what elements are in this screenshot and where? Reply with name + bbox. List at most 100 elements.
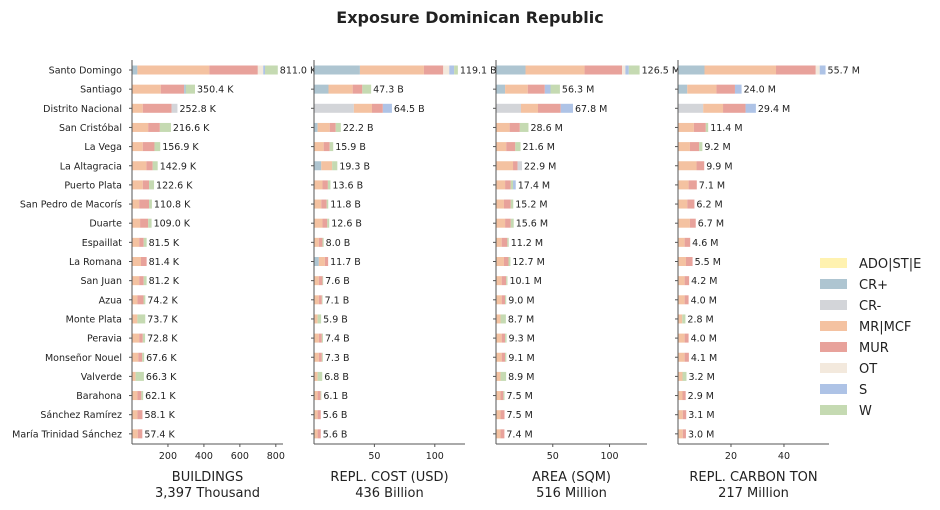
value-label: 29.4 M bbox=[758, 104, 790, 115]
bar-segment bbox=[324, 257, 329, 266]
bar-segment bbox=[496, 333, 502, 343]
value-label: 74.2 K bbox=[147, 295, 178, 306]
province-label: La Romana bbox=[69, 257, 122, 268]
province-label: Santiago bbox=[80, 85, 122, 96]
value-label: 4.6 M bbox=[692, 238, 718, 249]
value-label: 216.6 K bbox=[173, 123, 210, 134]
bar-segment bbox=[314, 180, 323, 190]
value-label: 142.9 K bbox=[160, 161, 197, 172]
value-label: 811.0 K bbox=[280, 66, 317, 77]
bar-segment bbox=[314, 218, 323, 228]
x-axis-total: 217 Million bbox=[718, 486, 789, 501]
value-label: 9.3 M bbox=[509, 334, 535, 345]
province-label: María Trinidad Sánchez bbox=[12, 429, 122, 440]
bar-segment bbox=[678, 103, 704, 113]
bar-segment bbox=[496, 122, 510, 132]
value-label: 9.2 M bbox=[704, 142, 730, 153]
value-label: 12.6 B bbox=[331, 219, 362, 230]
value-label: 7.4 B bbox=[325, 334, 350, 345]
bar-segment bbox=[314, 161, 322, 171]
province-label: Barahona bbox=[76, 391, 122, 402]
value-label: 3.2 M bbox=[688, 372, 714, 383]
value-label: 28.6 M bbox=[530, 123, 562, 134]
x-tick-label: 50 bbox=[547, 451, 559, 462]
value-label: 47.3 B bbox=[373, 85, 404, 96]
bar-segment bbox=[684, 333, 689, 343]
bar-segment bbox=[584, 65, 623, 75]
bar-segment bbox=[327, 218, 330, 228]
bar-segment bbox=[135, 371, 144, 381]
bar-segment bbox=[154, 142, 161, 152]
bar-segment bbox=[678, 276, 685, 286]
province-label: Santo Domingo bbox=[49, 66, 123, 77]
bar-segment bbox=[317, 429, 321, 439]
x-axis-total: 3,397 Thousand bbox=[155, 486, 260, 501]
value-label: 19.3 B bbox=[339, 161, 370, 172]
bar-segment bbox=[496, 142, 507, 152]
bar-segment bbox=[139, 276, 144, 286]
value-label: 122.6 K bbox=[156, 180, 193, 191]
value-label: 7.5 M bbox=[507, 391, 533, 402]
bar-segment bbox=[454, 65, 458, 75]
bar-segment bbox=[132, 352, 139, 362]
province-label: Azua bbox=[99, 295, 122, 306]
bar-segment bbox=[132, 410, 138, 420]
value-label: 11.4 M bbox=[710, 123, 742, 134]
bar-segment bbox=[501, 333, 506, 343]
value-label: 81.2 K bbox=[149, 276, 180, 287]
bar-segment bbox=[500, 429, 505, 439]
value-label: 57.4 K bbox=[144, 429, 175, 440]
bar-segment bbox=[678, 295, 685, 305]
bar-segment bbox=[184, 84, 186, 94]
x-tick-label: 800 bbox=[267, 451, 285, 462]
bar-segment bbox=[507, 237, 509, 247]
bar-segment bbox=[503, 257, 509, 266]
legend-label: OT bbox=[859, 362, 877, 377]
bar-segment bbox=[508, 257, 511, 266]
legend-swatch bbox=[820, 405, 847, 415]
bar-segment bbox=[699, 142, 703, 152]
bar-segment bbox=[682, 371, 687, 381]
bar-segment bbox=[505, 333, 507, 343]
bar-segment bbox=[819, 65, 826, 75]
bar-segment bbox=[678, 218, 690, 228]
bar-segment bbox=[321, 161, 333, 171]
x-tick-label: 200 bbox=[159, 451, 177, 462]
bar-segment bbox=[520, 103, 539, 113]
bar-segment bbox=[132, 103, 143, 113]
bar-segment bbox=[506, 142, 516, 152]
bar-segment bbox=[132, 371, 136, 381]
bar-segment bbox=[321, 352, 323, 362]
bar-segment bbox=[137, 314, 146, 324]
bar-segment bbox=[318, 237, 323, 247]
bar-segment bbox=[684, 352, 689, 362]
bar-segment bbox=[496, 180, 506, 190]
bar-segment bbox=[704, 65, 777, 75]
value-label: 22.2 B bbox=[343, 123, 374, 134]
bar-segment bbox=[322, 180, 328, 190]
bar-segment bbox=[560, 103, 573, 113]
province-label: La Altagracia bbox=[60, 161, 122, 172]
bar-segment bbox=[423, 65, 444, 75]
bar-segment bbox=[496, 161, 514, 171]
legend-swatch bbox=[820, 363, 847, 373]
value-label: 9.9 M bbox=[706, 161, 732, 172]
bar-segment bbox=[132, 122, 149, 132]
bar-segment bbox=[443, 65, 450, 75]
bar-segment bbox=[132, 237, 140, 247]
bar-segment bbox=[314, 295, 319, 305]
bar-segment bbox=[353, 103, 372, 113]
province-label: Duarte bbox=[89, 219, 122, 230]
bar-segment bbox=[152, 161, 158, 171]
bar-segment bbox=[314, 371, 318, 381]
bar-segment bbox=[496, 314, 501, 324]
province-label: Espaillat bbox=[82, 238, 123, 249]
bar-segment bbox=[321, 295, 323, 305]
bar-segment bbox=[505, 218, 511, 228]
bar-segment bbox=[359, 65, 424, 75]
bar-segment bbox=[678, 257, 686, 266]
value-label: 21.6 M bbox=[523, 142, 555, 153]
bar-segment bbox=[625, 65, 629, 75]
bar-segment bbox=[132, 391, 138, 401]
